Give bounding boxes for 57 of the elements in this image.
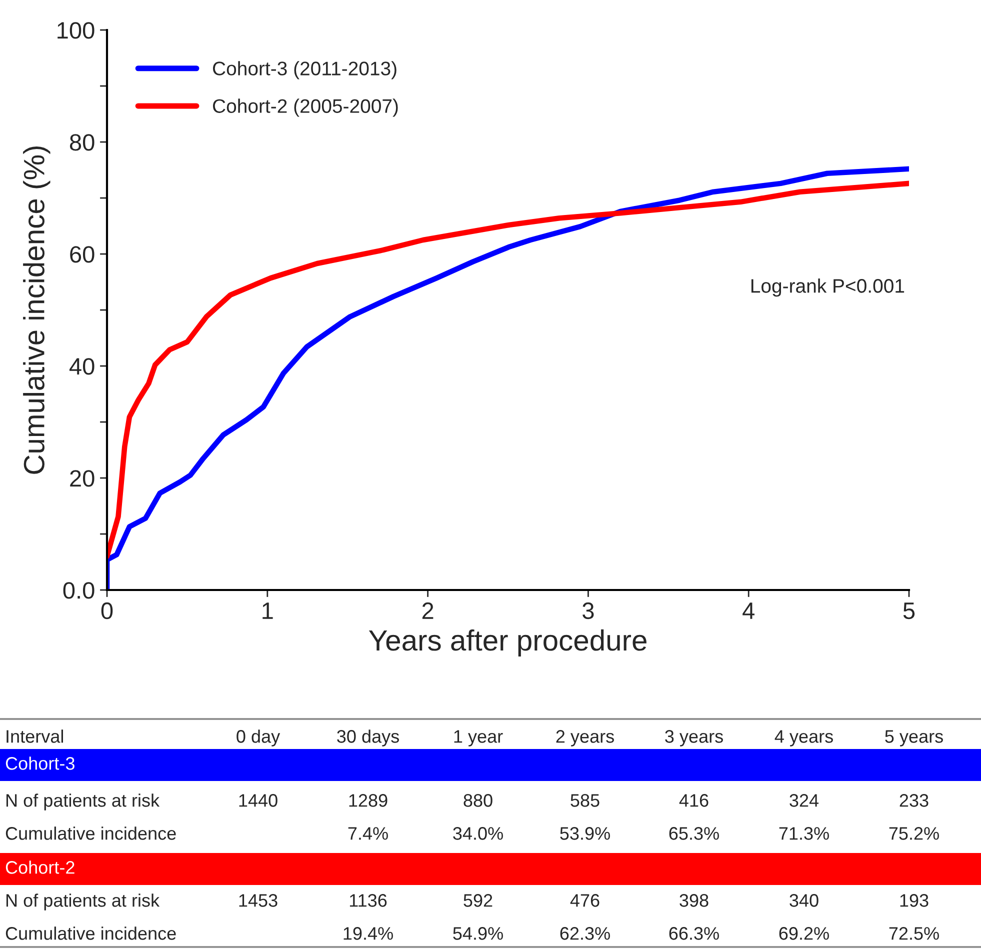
text: 324 bbox=[790, 794, 819, 807]
y-tick-label: 80 bbox=[70, 134, 94, 151]
x-tick-label: 2 bbox=[422, 602, 434, 619]
text: 53.9% bbox=[560, 827, 610, 840]
x-axis-title: Years after procedure bbox=[368, 629, 646, 657]
text: 416 bbox=[679, 794, 708, 807]
annotation: Log-rank P<0.001 bbox=[751, 278, 904, 297]
text: Interval bbox=[6, 730, 63, 743]
text: 66.3% bbox=[669, 927, 719, 940]
text: Cumulative incidence bbox=[6, 826, 176, 840]
text: 1453 bbox=[239, 894, 278, 907]
text: 54.9% bbox=[453, 927, 503, 940]
y-tick-label: 20 bbox=[70, 470, 94, 487]
x-tick-label: 1 bbox=[262, 602, 273, 619]
y-axis-title: Cumulative incidence (%) bbox=[23, 146, 50, 474]
text: 340 bbox=[790, 894, 818, 907]
text: 0 day bbox=[236, 730, 280, 746]
y-tick-label: 100 bbox=[58, 22, 94, 39]
text: 2 years bbox=[556, 730, 614, 746]
text: 75.2% bbox=[889, 827, 939, 840]
text: 3 years bbox=[665, 730, 723, 746]
text: 71.3% bbox=[779, 827, 829, 840]
text: Cohort-3 bbox=[6, 756, 74, 770]
text: 19.4% bbox=[344, 927, 393, 940]
text: 65.3% bbox=[669, 827, 719, 840]
x-tick-label: 4 bbox=[742, 602, 754, 619]
text: 1289 bbox=[349, 794, 388, 807]
text: Cumulative incidence bbox=[6, 926, 176, 940]
text: 62.3% bbox=[560, 927, 610, 940]
text: 233 bbox=[900, 794, 928, 807]
text: 7.4% bbox=[348, 827, 388, 840]
text: 398 bbox=[680, 894, 708, 907]
text: 476 bbox=[570, 894, 600, 907]
legend-label: Cohort-2 (2005-2007) bbox=[212, 98, 398, 117]
legend-label: Cohort-3 (2011-2013) bbox=[212, 61, 396, 80]
text: 1136 bbox=[350, 894, 387, 907]
text: 1440 bbox=[239, 794, 278, 807]
text: 585 bbox=[570, 794, 600, 807]
text: 34.0% bbox=[453, 827, 503, 840]
text: 193 bbox=[900, 894, 928, 907]
text: Cohort-2 bbox=[6, 860, 74, 874]
x-tick-label: 5 bbox=[903, 602, 915, 620]
y-tick-label: 40 bbox=[69, 358, 94, 375]
text: 5 years bbox=[885, 730, 943, 746]
text: 4 years bbox=[774, 730, 833, 746]
x-tick-label: 0 bbox=[101, 602, 113, 620]
text: N of patients at risk bbox=[6, 794, 160, 810]
text: 30 days bbox=[337, 730, 399, 746]
text: 72.5% bbox=[889, 927, 939, 940]
y-tick-label: 60 bbox=[70, 246, 94, 263]
x-tick-label: 3 bbox=[582, 602, 594, 620]
text: 69.2% bbox=[779, 927, 829, 940]
text: N of patients at risk bbox=[6, 894, 160, 910]
text: 1 year bbox=[454, 730, 503, 746]
y-tick-label: 0.0 bbox=[63, 582, 94, 599]
text: 880 bbox=[464, 794, 492, 807]
text: 592 bbox=[464, 894, 492, 907]
